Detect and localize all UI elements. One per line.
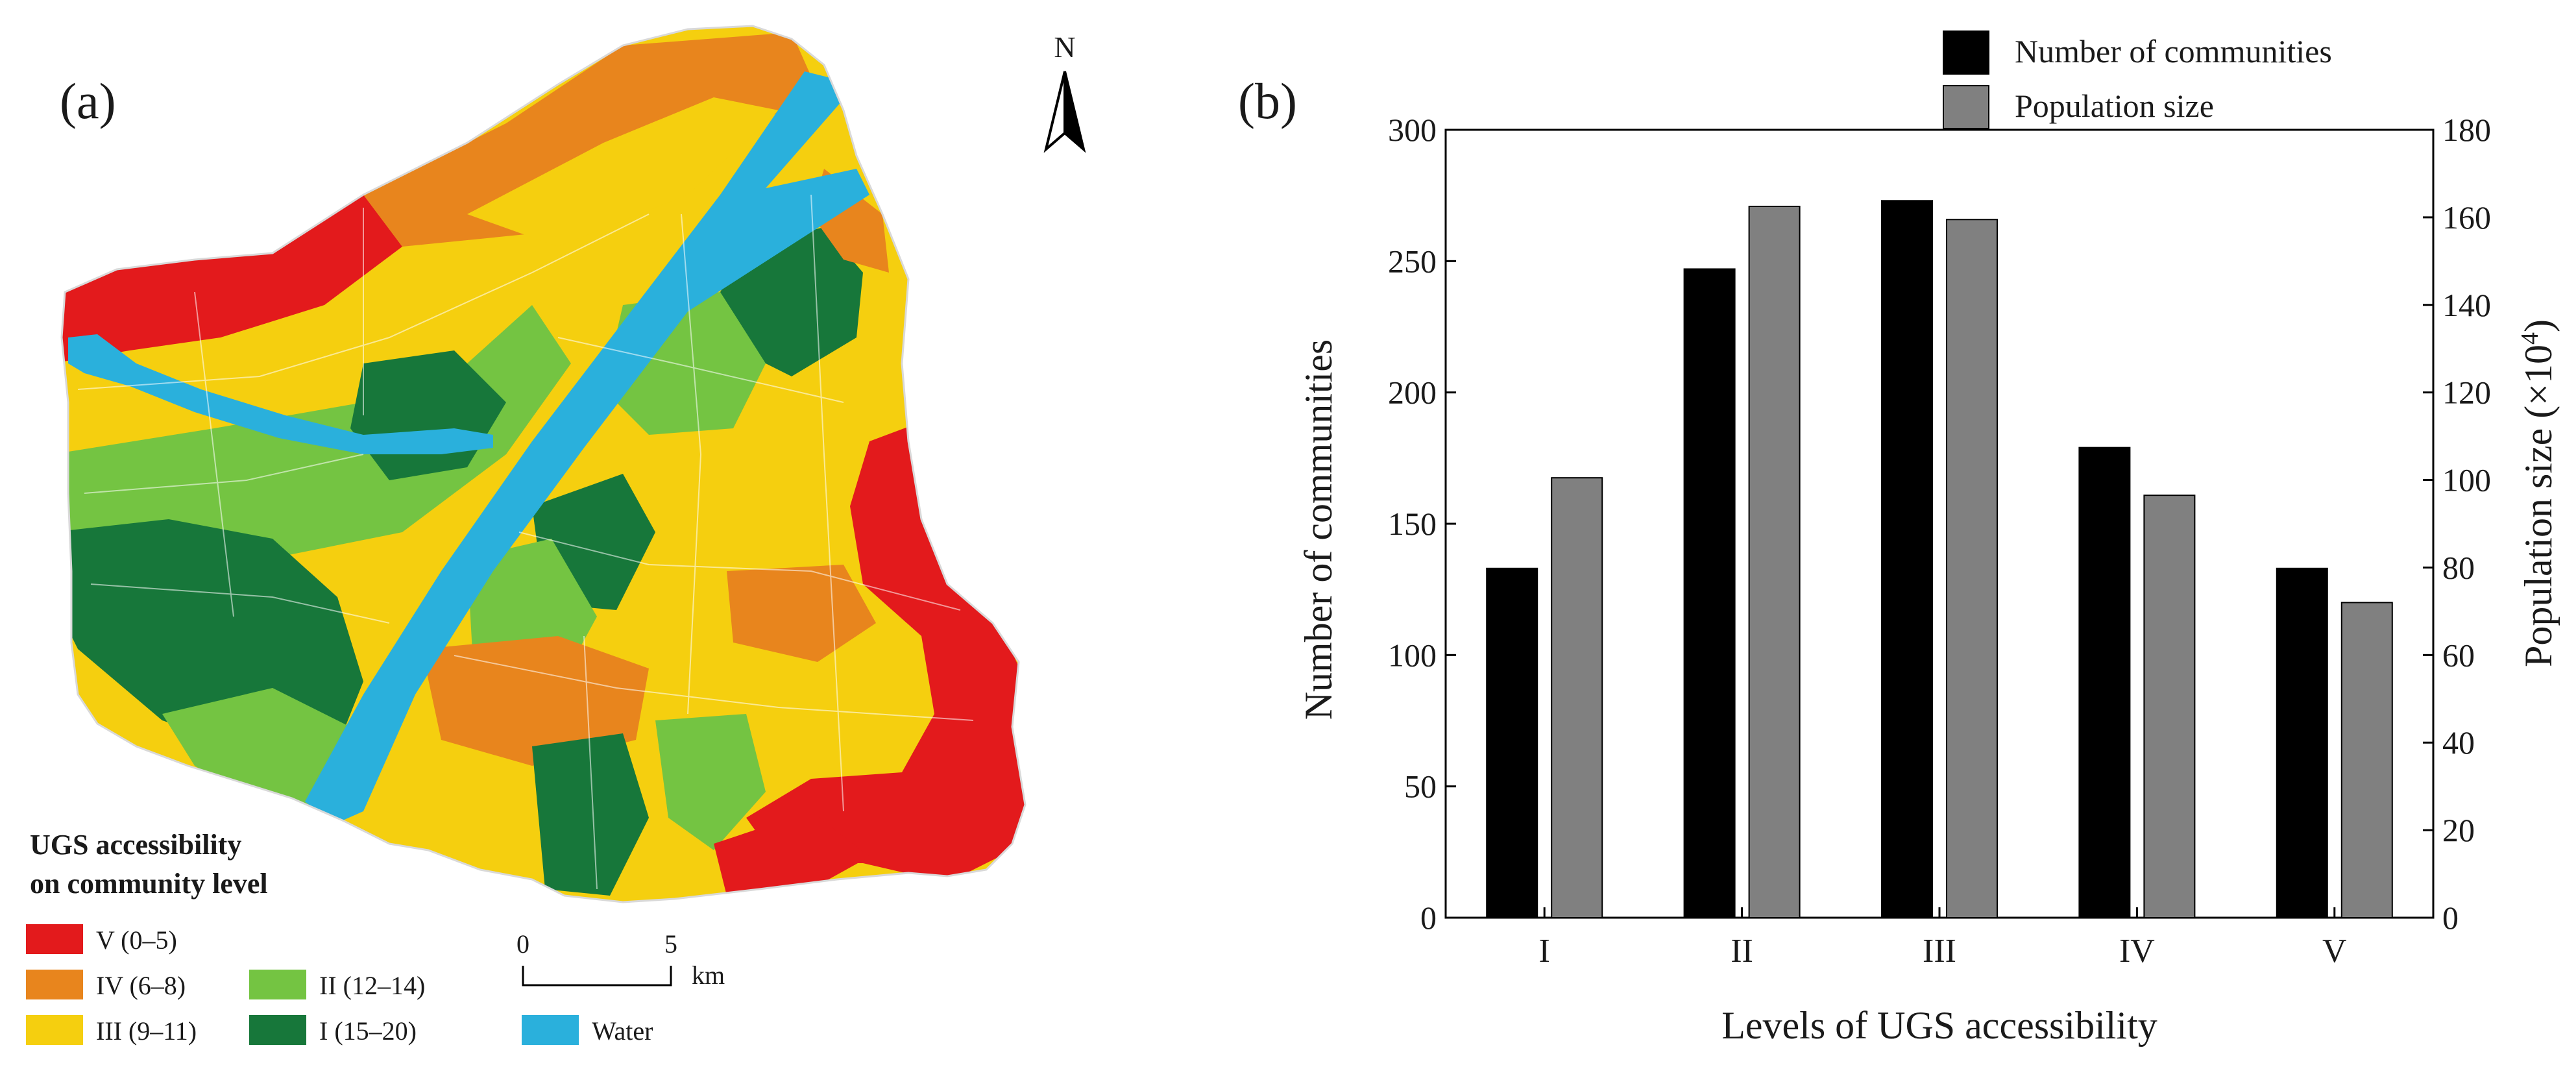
xtick-label-3: IV	[2119, 933, 2155, 970]
zone-orange-north	[363, 32, 818, 247]
scale-bar-unit: km	[692, 961, 725, 990]
zone-green-south	[655, 714, 766, 850]
legend-label-0: V (0–5)	[96, 925, 177, 955]
scale-bar-line	[522, 966, 672, 986]
y2tick-label-6: 120	[2442, 374, 2491, 411]
north-arrow-fill-icon	[1063, 71, 1086, 153]
ytick-label-4: 200	[1388, 374, 1437, 411]
river-tributary	[68, 334, 493, 454]
y-axis-label-left: Number of communities	[1297, 339, 1340, 720]
y-axis-label-right: Population size (×104)	[2516, 319, 2560, 667]
x-axis-label: Levels of UGS accessibility	[1721, 1004, 2157, 1047]
north-label: N	[1054, 31, 1075, 64]
ytick-label-5: 250	[1388, 243, 1437, 279]
community-map	[62, 26, 1025, 902]
y2tick-label-4: 80	[2442, 549, 2475, 585]
community-boundaries	[77, 194, 974, 890]
city-outline	[60, 25, 1027, 903]
legend-label-right: Population size	[2015, 88, 2214, 124]
bar-population-III	[1946, 219, 1998, 918]
legend-label-2: III (9–11)	[96, 1016, 197, 1046]
legend-label-4: I (15–20)	[319, 1016, 417, 1046]
chart-panel-label: (b)	[1238, 73, 1297, 129]
river-main	[305, 71, 869, 824]
ytick-label-0: 0	[1420, 900, 1437, 936]
xtick-label-2: III	[1923, 933, 1956, 970]
bar-chart: 0 50 100 150 200 250 300 0 20 40 60 80 100 120 140 160 1…	[1297, 31, 2560, 1047]
legend-items: V (0–5) IV (6–8) III (9–11) II (12–14) I (15…	[26, 924, 653, 1046]
y2tick-label-1: 20	[2442, 812, 2475, 848]
bar-communities-III	[1881, 200, 1933, 918]
zone-orange-south	[422, 636, 649, 766]
legend-swatch-right	[1943, 85, 1989, 129]
zone-orange-southeast	[727, 565, 876, 662]
bar-communities-I	[1486, 567, 1538, 918]
bar-communities-V	[2276, 567, 2328, 918]
legend-swatch-3	[249, 970, 306, 999]
chart-legend: Number of communities Population size	[1943, 31, 2332, 129]
y2-label-end: )	[2517, 319, 2560, 332]
ytick-label-6: 300	[1388, 112, 1437, 148]
chart-ticks: 0 50 100 150 200 250 300 0 20 40 60 80 100 120 140 160 1…	[1388, 112, 2491, 970]
legend-title-line1: UGS accessibility	[30, 829, 241, 861]
legend-title-line2: on community level	[30, 868, 268, 900]
zone-yellow-north	[467, 97, 779, 247]
legend-swatch-0	[26, 924, 83, 954]
ytick-label-2: 100	[1388, 637, 1437, 673]
y2-label-sup: 4	[2516, 332, 2544, 345]
scale-bar-start: 0	[516, 929, 529, 959]
xtick-label-4: V	[2322, 933, 2347, 970]
zone-red-northwest	[62, 195, 402, 363]
north-arrow-icon	[1043, 71, 1066, 153]
bar-population-II	[1748, 206, 1801, 918]
legend-swatch-2	[26, 1015, 83, 1045]
y2tick-label-2: 40	[2442, 724, 2475, 761]
y2tick-label-5: 100	[2442, 462, 2491, 498]
bar-communities-II	[1683, 268, 1736, 918]
xtick-label-0: I	[1539, 933, 1550, 970]
zone-darkgreen-south	[532, 733, 649, 896]
y2tick-label-3: 60	[2442, 637, 2475, 673]
scale-bar-end: 5	[664, 929, 677, 959]
bar-population-V	[2340, 602, 2393, 919]
scale-bar: 0 5 km	[516, 929, 725, 990]
chart-bars	[1486, 200, 2393, 919]
zone-green-southwest	[162, 688, 363, 811]
y2tick-label-9: 180	[2442, 112, 2491, 148]
bar-population-I	[1551, 477, 1603, 918]
y2-label-main: Population size (×10	[2517, 345, 2560, 667]
bar-communities-IV	[2078, 447, 2131, 918]
legend-label-3: II (12–14)	[319, 971, 425, 1000]
xtick-label-1: II	[1731, 933, 1753, 970]
zone-red-east	[746, 422, 1025, 883]
ytick-label-3: 150	[1388, 506, 1437, 542]
legend-label-1: IV (6–8)	[96, 971, 186, 1000]
legend-swatch-5	[522, 1015, 579, 1045]
y2tick-label-8: 160	[2442, 199, 2491, 236]
north-arrow: N	[1043, 31, 1086, 153]
legend-swatch-4	[249, 1015, 306, 1045]
y2tick-label-7: 140	[2442, 287, 2491, 323]
y2tick-label-0: 0	[2442, 900, 2459, 936]
legend-swatch-1	[26, 970, 83, 999]
legend-label-5: Water	[592, 1016, 653, 1046]
ytick-label-1: 50	[1404, 768, 1437, 805]
map-legend: UGS accessibility on community level V (…	[26, 829, 653, 1046]
zone-red-south	[714, 811, 869, 896]
bar-population-IV	[2143, 495, 2196, 918]
legend-swatch-left	[1943, 31, 1989, 75]
legend-label-left: Number of communities	[2015, 33, 2332, 69]
map-panel-label: (a)	[60, 73, 116, 129]
